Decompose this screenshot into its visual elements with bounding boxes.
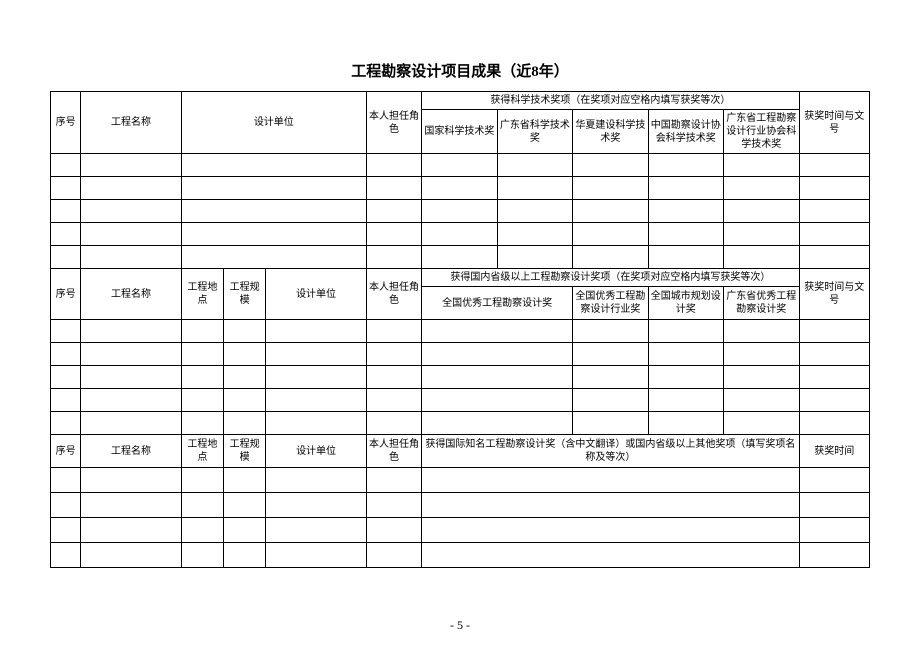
table-row: 序号 工程名称 设计单位 本人担任角色 获得科学技术奖项（在奖项对应空格内填写获… — [51, 92, 870, 110]
page-number: - 5 - — [0, 618, 920, 633]
award-col: 广东省优秀工程勘察设计奖 — [724, 287, 799, 320]
col-project: 工程名称 — [81, 435, 182, 468]
award-col: 全国城市规划设计奖 — [648, 287, 723, 320]
award-col: 全国优秀工程勘察设计奖 — [422, 287, 573, 320]
col-project: 工程名称 — [81, 92, 182, 154]
award-col: 华夏建设科学技术奖 — [573, 110, 648, 154]
col-seq: 序号 — [51, 435, 81, 468]
col-role: 本人担任角色 — [366, 435, 421, 468]
col-scale: 工程规模 — [224, 269, 266, 320]
page-title: 工程勘察设计项目成果（近8年） — [50, 60, 870, 81]
col-award-group: 获得国内省级以上工程勘察设计奖项（在奖项对应空格内填写获奖等次） — [422, 269, 799, 287]
col-role: 本人担任角色 — [366, 92, 421, 154]
award-col: 广东省科学技术奖 — [497, 110, 572, 154]
table-row — [51, 343, 870, 366]
table-row — [51, 412, 870, 435]
col-role: 本人担任角色 — [366, 269, 421, 320]
col-award-time: 获奖时间与文号 — [799, 269, 870, 320]
achievements-table: 序号 工程名称 设计单位 本人担任角色 获得科学技术奖项（在奖项对应空格内填写获… — [50, 91, 870, 568]
table-row — [51, 246, 870, 269]
table-row — [51, 223, 870, 246]
col-designer: 设计单位 — [266, 269, 367, 320]
col-scale: 工程规模 — [224, 435, 266, 468]
table-row — [51, 177, 870, 200]
table-row — [51, 320, 870, 343]
col-award-group: 获得国际知名工程勘察设计奖（含中文翻译）或国内省级以上其他奖项（填写奖项名称及等… — [422, 435, 799, 468]
col-award-time: 获奖时间与文号 — [799, 92, 870, 154]
col-designer: 设计单位 — [266, 435, 367, 468]
award-col: 广东省工程勘察设计行业协会科学技术奖 — [724, 110, 799, 154]
table-row: 序号 工程名称 工程地点 工程规模 设计单位 本人担任角色 获得国际知名工程勘察… — [51, 435, 870, 468]
col-seq: 序号 — [51, 92, 81, 154]
col-place: 工程地点 — [181, 269, 223, 320]
col-seq: 序号 — [51, 269, 81, 320]
table-row — [51, 518, 870, 543]
table-row — [51, 543, 870, 568]
table-row — [51, 389, 870, 412]
table-row — [51, 366, 870, 389]
col-award-group: 获得科学技术奖项（在奖项对应空格内填写获奖等次） — [422, 92, 799, 110]
award-col: 中国勘察设计协会科学技术奖 — [648, 110, 723, 154]
award-col: 国家科学技术奖 — [422, 110, 497, 154]
page: 工程勘察设计项目成果（近8年） 序号 工程名称 设计单位 本人担任角色 获得科学… — [0, 0, 920, 651]
table-row — [51, 468, 870, 493]
col-project: 工程名称 — [81, 269, 182, 320]
award-col: 全国优秀工程勘察设计行业奖 — [573, 287, 648, 320]
col-designer: 设计单位 — [181, 92, 366, 154]
table-row — [51, 200, 870, 223]
col-award-time: 获奖时间 — [799, 435, 870, 468]
col-place: 工程地点 — [181, 435, 223, 468]
table-row — [51, 154, 870, 177]
table-row: 序号 工程名称 工程地点 工程规模 设计单位 本人担任角色 获得国内省级以上工程… — [51, 269, 870, 287]
table-row — [51, 493, 870, 518]
